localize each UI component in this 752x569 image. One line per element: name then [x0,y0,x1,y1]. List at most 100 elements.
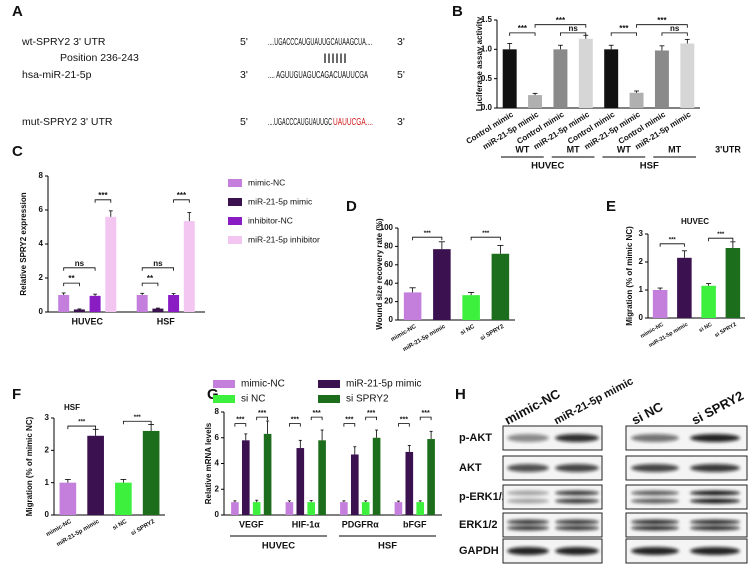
band [631,547,679,555]
sequence-end: 3' [240,69,248,81]
y-tick-label: 2 [639,257,644,266]
y-tick-label: 0 [45,510,50,519]
y-tick-label: 6 [215,433,220,442]
bar [285,502,294,515]
band [555,519,599,525]
significance-bracket [63,267,96,271]
band [631,498,679,504]
significance-bracket [289,423,301,427]
group-axis-label: 3'UTR [715,144,741,154]
significance-label: *** [291,416,299,423]
significance-bracket [141,282,159,287]
significance-bracket [67,425,97,430]
significance-label: *** [345,416,353,423]
subgroup-label: WT [515,144,529,154]
group-label: HUVEC [531,161,564,172]
significance-label: *** [236,416,244,423]
band [507,464,549,472]
bar [168,295,180,312]
band [507,498,549,504]
bar [183,221,195,312]
y-tick-label: 3 [639,229,644,238]
legend-swatch [213,395,235,403]
legend-swatch [228,179,242,187]
bar [231,502,239,515]
y-tick-label: 0 [389,315,394,324]
significance-label: *** [669,237,677,243]
bar [252,502,261,515]
sequence-end: 5' [240,36,248,48]
band [507,490,549,496]
x-tick-label: si NC [698,322,713,334]
sequence: ....UGACCCAUGUAUUGC [268,116,332,128]
panel-label: D [346,198,357,215]
significance-label: *** [177,191,187,200]
bar [105,216,117,312]
sequence-panel: A wt-SPRY2 3' UTR 5' ....UGACCCAUGUAUUGC… [12,3,405,128]
bar [578,38,593,109]
bar [394,502,403,515]
x-tick-label: HUVEC [71,316,103,326]
bar [604,49,619,108]
y-tick-label: 80 [384,242,393,251]
y-tick-label: 2 [39,273,44,282]
x-tick-label: si SPRY2 [130,519,156,538]
blot-box [625,484,748,510]
band [690,498,740,504]
bar [433,249,451,320]
bar [296,448,305,515]
band [507,525,549,531]
band [555,434,599,442]
significance-label: *** [619,24,629,33]
blot-box [502,512,603,538]
significance-bracket [610,32,637,36]
legend-label: si NC [241,394,265,405]
bar [553,49,568,108]
significance-label: *** [313,410,321,417]
legend-swatch [318,380,340,388]
sequence-name: wt-SPRY2 3' UTR [21,36,106,48]
band [690,519,740,525]
significance-label: ns [670,24,680,33]
band [690,525,740,531]
y-axis-label: Relative mRNA levels [204,422,213,504]
legend-label: mimic-NC [248,177,285,187]
row-label: p-ERK1/2 [459,491,508,503]
significance-label: ns [568,24,578,33]
significance-label: *** [482,231,490,237]
sequence: .... AGUUGUAGUCAGACUAUUCGA [268,69,368,81]
band [507,519,549,525]
bar [59,482,77,515]
significance-label: *** [134,415,142,421]
legend-label: inhibitor-NC [248,215,293,225]
bar [142,430,160,515]
significance-bracket [470,236,501,241]
significance-label: *** [367,410,375,417]
y-axis-label: Migration (% of mimic NC) [25,416,34,516]
y-axis-label: Relative SPRY2 expression [19,192,28,295]
band [690,434,740,442]
significance-label: *** [657,16,667,25]
chart-title: HSF [64,403,80,412]
x-tick-label: HIF-1α [292,519,321,529]
significance-bracket [256,416,268,421]
y-tick-label: 40 [384,278,393,287]
bar [462,295,480,320]
legend-swatch [318,395,340,403]
significance-bracket [661,32,688,36]
position-label: Position 236-243 [60,52,139,64]
sequence-name: hsa-miR-21-5p [22,69,92,81]
significance-bracket [509,32,536,36]
significance-label: *** [556,16,566,25]
row-label: p-AKT [459,432,492,444]
legend-swatch [228,236,242,244]
subgroup-label: MT [668,144,681,154]
bar [361,502,370,515]
bar [340,502,348,515]
bar [115,482,132,515]
bar [405,451,414,515]
significance-bracket [365,416,377,421]
bar [654,50,669,108]
